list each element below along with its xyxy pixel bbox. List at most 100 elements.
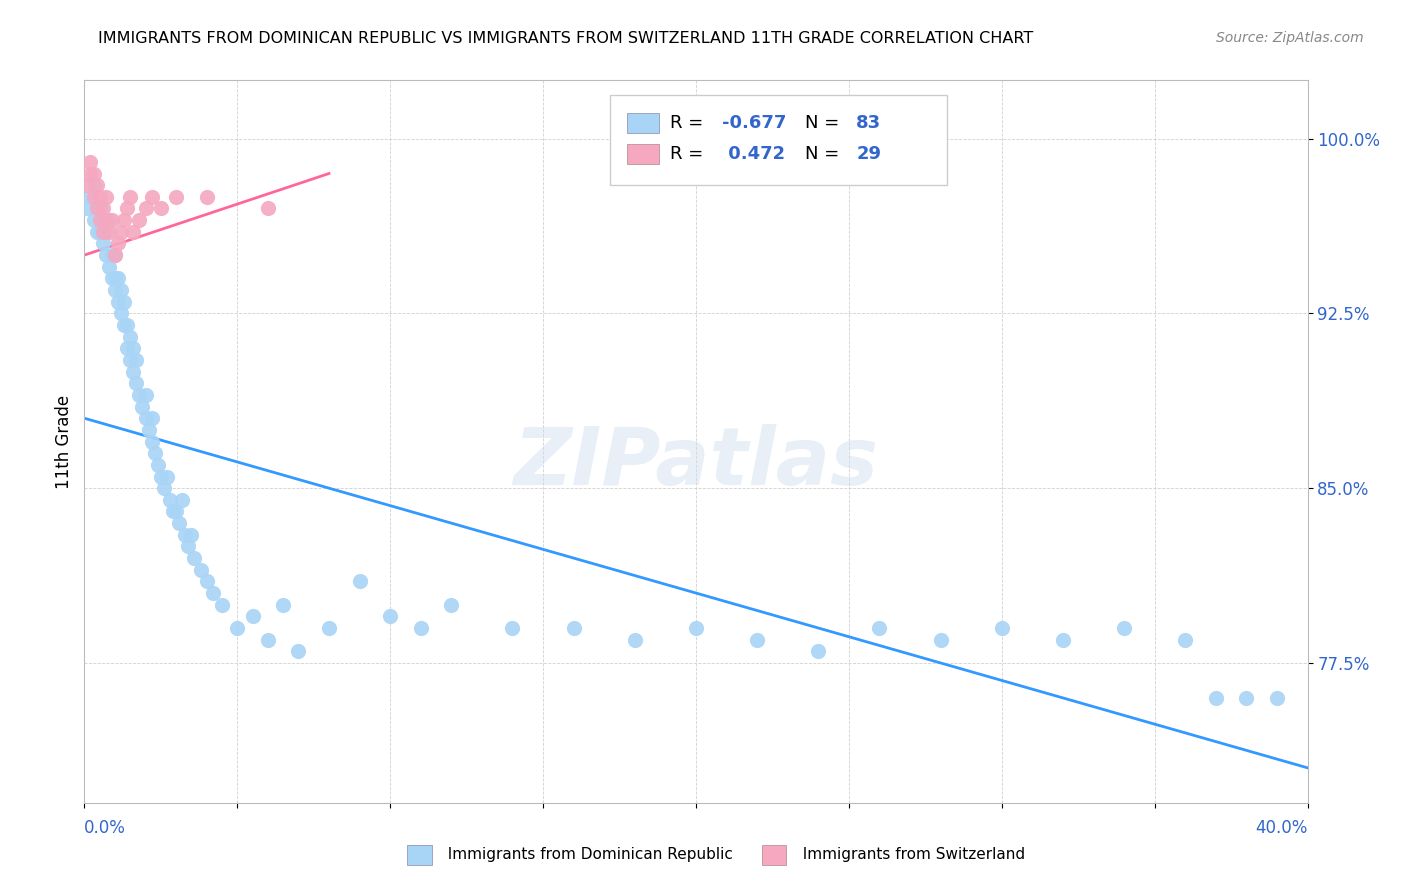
Point [172, 492, 194, 507]
Point [149, 202, 172, 216]
Point [94, 213, 117, 227]
Point [122, 341, 145, 355]
FancyBboxPatch shape [610, 95, 946, 185]
Point [141, 411, 163, 425]
Point [991, 621, 1014, 635]
Point [1114, 621, 1136, 635]
Point [349, 574, 371, 589]
Point [624, 632, 647, 647]
FancyBboxPatch shape [627, 113, 659, 133]
Point [128, 213, 150, 227]
Y-axis label: 11th Grade: 11th Grade [55, 394, 73, 489]
Point [807, 644, 830, 658]
Point [125, 376, 148, 391]
Point [86, 202, 108, 216]
Point [110, 283, 132, 297]
Point [190, 563, 212, 577]
Point [165, 504, 187, 518]
Point [112, 318, 135, 332]
Point [409, 621, 432, 635]
Point [107, 236, 129, 251]
Point [1052, 632, 1074, 647]
Point [125, 353, 148, 368]
Point [135, 411, 157, 425]
Point [76, 178, 98, 193]
Point [135, 388, 157, 402]
Point [104, 248, 127, 262]
Point [131, 400, 153, 414]
Point [83, 190, 105, 204]
Point [79, 190, 101, 204]
Point [89, 225, 111, 239]
Point [89, 202, 111, 216]
Text: ZIPatlas: ZIPatlas [513, 425, 879, 502]
Point [110, 225, 132, 239]
Point [89, 213, 111, 227]
Point [83, 167, 105, 181]
Text: Immigrants from Switzerland: Immigrants from Switzerland [793, 847, 1025, 863]
Text: 0.472: 0.472 [721, 145, 785, 163]
Text: 40.0%: 40.0% [1256, 819, 1308, 837]
FancyBboxPatch shape [408, 845, 432, 865]
Point [195, 574, 218, 589]
Text: 83: 83 [856, 114, 882, 132]
Point [165, 190, 187, 204]
Point [159, 492, 181, 507]
Point [86, 178, 108, 193]
Point [180, 528, 202, 542]
Point [76, 202, 98, 216]
Point [94, 248, 117, 262]
Point [91, 225, 114, 239]
Point [1265, 690, 1288, 705]
Point [89, 190, 111, 204]
Point [91, 202, 114, 216]
Point [128, 388, 150, 402]
Point [135, 202, 157, 216]
Point [97, 213, 120, 227]
Point [104, 271, 127, 285]
FancyBboxPatch shape [627, 145, 659, 164]
Point [115, 202, 138, 216]
Point [201, 586, 224, 600]
Point [112, 294, 135, 309]
Point [122, 225, 145, 239]
Point [869, 621, 891, 635]
Point [141, 434, 163, 449]
Text: R =: R = [671, 114, 709, 132]
Point [91, 236, 114, 251]
Point [1236, 690, 1258, 705]
Point [153, 481, 176, 495]
Text: IMMIGRANTS FROM DOMINICAN REPUBLIC VS IMMIGRANTS FROM SWITZERLAND 11TH GRADE COR: IMMIGRANTS FROM DOMINICAN REPUBLIC VS IM… [98, 31, 1033, 46]
Point [115, 318, 138, 332]
Point [112, 213, 135, 227]
Point [94, 190, 117, 204]
Point [146, 458, 169, 472]
Point [104, 283, 127, 297]
Point [287, 644, 309, 658]
Point [257, 632, 280, 647]
Point [91, 213, 114, 227]
Point [138, 423, 160, 437]
Point [94, 225, 117, 239]
Point [79, 167, 101, 181]
Point [143, 446, 166, 460]
Point [101, 248, 124, 262]
Point [97, 225, 120, 239]
Point [120, 190, 142, 204]
Point [79, 154, 101, 169]
Point [271, 598, 294, 612]
Text: Immigrants from Dominican Republic: Immigrants from Dominican Republic [437, 847, 733, 863]
Point [162, 504, 184, 518]
Point [195, 190, 218, 204]
Point [440, 598, 463, 612]
Point [502, 621, 524, 635]
Point [122, 365, 145, 379]
Point [120, 329, 142, 343]
Point [929, 632, 952, 647]
Point [562, 621, 585, 635]
Point [1205, 690, 1227, 705]
Point [183, 551, 205, 566]
Point [86, 225, 108, 239]
Text: N =: N = [804, 145, 845, 163]
Point [107, 271, 129, 285]
